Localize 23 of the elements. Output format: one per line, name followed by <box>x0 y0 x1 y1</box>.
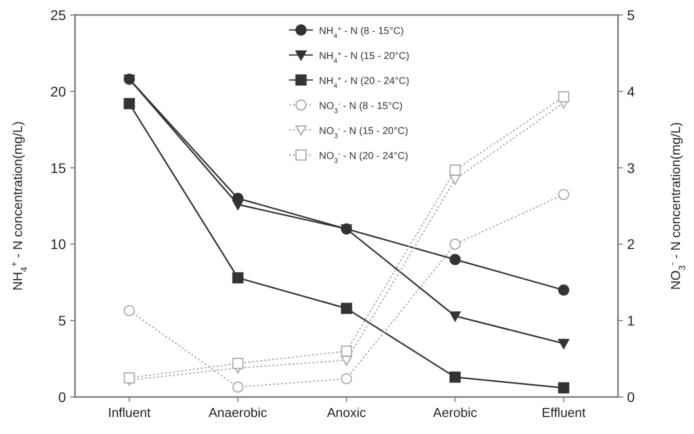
y-tick-label: 15 <box>50 160 66 176</box>
y2-tick-label: 5 <box>627 7 635 23</box>
x-tick-label: Anoxic <box>326 405 367 420</box>
y2-tick-label: 4 <box>627 83 635 100</box>
y-tick-label: 0 <box>58 389 66 405</box>
x-tick-label: Influent <box>108 405 152 420</box>
x-tick-label: Effluent <box>542 405 586 420</box>
y2-tick-label: 2 <box>627 236 635 252</box>
y-tick-label: 20 <box>50 83 66 100</box>
y2-tick-label: 1 <box>627 312 635 329</box>
y-tick-label: 10 <box>50 236 66 252</box>
legend-label: NH$_{4}$$^{+}$ - N (20 - 24°C) <box>319 76 410 90</box>
legend-label: NH$_{4}$$^{+}$ - N (8 - 15°C) <box>319 26 404 40</box>
x-tick-label: Aerobic <box>433 405 478 420</box>
legend-label: NO$_{3}$$^{-}$ - N (20 - 24°C) <box>319 150 408 164</box>
legend-label: NO$_{3}$$^{-}$ - N (8 - 15°C) <box>319 100 403 114</box>
y2-tick-label: 0 <box>627 389 635 405</box>
y2-tick-label: 3 <box>627 160 635 176</box>
legend-label: NH$_{4}$$^{+}$ - N (15 - 20°C) <box>319 50 410 64</box>
x-tick-label: Anaerobic <box>208 405 268 420</box>
y-tick-label: 25 <box>50 7 66 23</box>
legend-label: NO$_{3}$$^{-}$ - N (15 - 20°C) <box>319 126 408 140</box>
y-tick-label: 5 <box>58 312 66 329</box>
